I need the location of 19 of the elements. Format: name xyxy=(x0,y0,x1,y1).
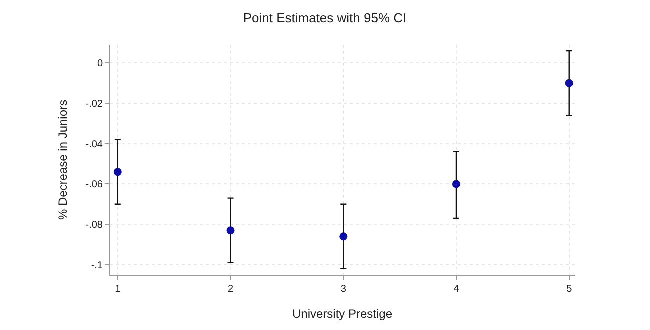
chart-title: Point Estimates with 95% CI xyxy=(243,10,407,26)
x-tick-label: 5 xyxy=(566,284,573,295)
point xyxy=(565,79,574,88)
x-tick-label: 2 xyxy=(228,284,234,295)
point xyxy=(226,226,235,235)
y-tick-label: -.1 xyxy=(91,260,104,272)
x-tick-label: 4 xyxy=(454,284,460,295)
y-tick-label: -.08 xyxy=(86,220,104,232)
y-tick-label: -.04 xyxy=(86,139,104,150)
x-tick-label: 3 xyxy=(340,284,347,295)
y-axis-title: % Decrease in Juniors xyxy=(56,100,70,220)
y-tick-label: -.06 xyxy=(86,180,104,191)
x-axis-title: University Prestige xyxy=(292,306,393,321)
point xyxy=(114,168,122,176)
y-tick-label: -.02 xyxy=(86,99,104,110)
x-tick-label: 1 xyxy=(115,284,122,295)
y-tick-label: 0 xyxy=(97,58,104,70)
point xyxy=(340,232,348,241)
point xyxy=(452,180,460,188)
